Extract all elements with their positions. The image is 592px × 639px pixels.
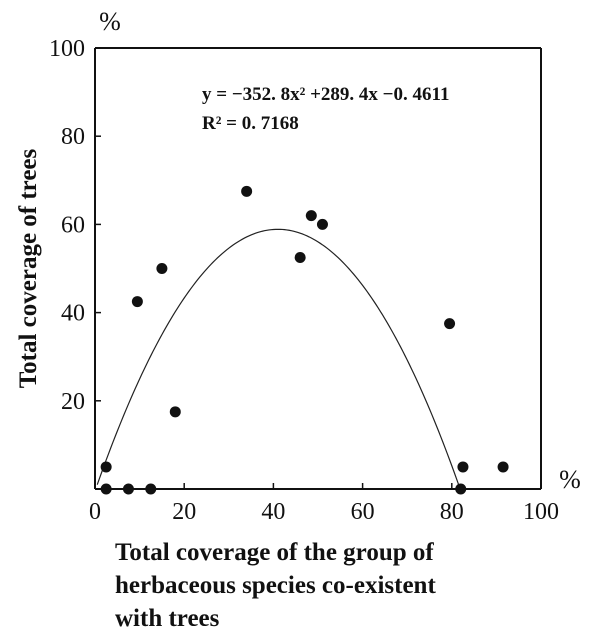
x-axis-title-line: with trees	[115, 605, 220, 632]
data-point	[132, 296, 143, 307]
trendline-curve	[97, 229, 458, 484]
data-point	[317, 219, 328, 230]
data-point	[306, 210, 317, 221]
data-point	[101, 461, 112, 472]
y-tick-label: 80	[61, 124, 85, 150]
trendline-layer	[97, 229, 458, 484]
x-unit-label: %	[559, 465, 581, 494]
x-axis-title-line: herbaceous species co-existent	[115, 572, 436, 599]
x-tick-label: 80	[440, 499, 464, 525]
x-tick-label: 20	[172, 499, 196, 525]
data-point	[455, 484, 466, 495]
r-squared-label: R² = 0. 7168	[202, 113, 299, 134]
y-tick-label: 20	[61, 389, 85, 415]
data-point	[457, 461, 468, 472]
data-point	[123, 484, 134, 495]
y-unit-label: %	[99, 7, 121, 36]
x-tick-label: 60	[351, 499, 375, 525]
data-points	[101, 186, 509, 495]
data-point	[170, 406, 181, 417]
y-tick-label: 100	[49, 36, 85, 62]
data-point	[241, 186, 252, 197]
data-point	[444, 318, 455, 329]
y-tick-label: 40	[61, 301, 85, 327]
trendline-equation: y = −352. 8x² +289. 4x −0. 4611	[202, 84, 449, 105]
y-axis-title: Total coverage of trees	[15, 148, 42, 388]
x-tick-label: 0	[89, 499, 101, 525]
y-tick-label: 60	[61, 212, 85, 238]
data-point	[295, 252, 306, 263]
x-axis-title-line: Total coverage of the group of	[115, 539, 434, 566]
data-point	[145, 484, 156, 495]
x-tick-label: 100	[523, 499, 559, 525]
data-point	[498, 461, 509, 472]
data-point	[101, 484, 112, 495]
x-tick-label: 40	[261, 499, 285, 525]
data-point	[156, 263, 167, 274]
